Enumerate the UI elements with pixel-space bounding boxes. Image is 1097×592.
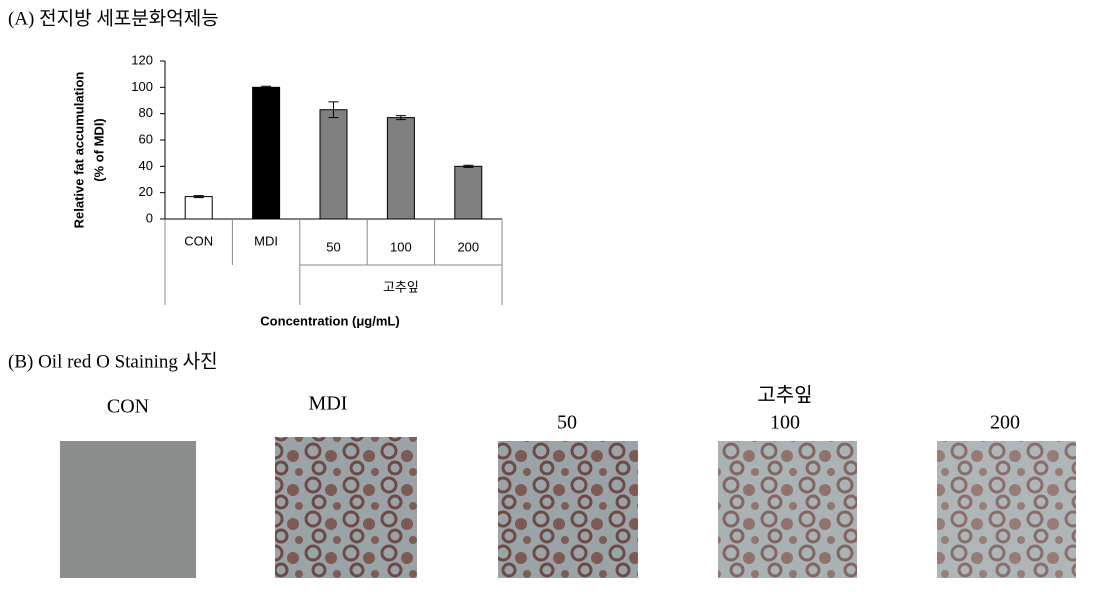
y-tick-label: 100 [131,79,153,94]
image-label: MDI [309,393,348,415]
heading-a: (A) 전지방 세포분화억제능 [8,7,219,29]
x-axis-label: Concentration (μg/mL) [260,313,399,328]
x-tick-label: 200 [457,239,479,254]
y-tick-label: 120 [131,52,153,67]
y-axis-label: (% of MDI) [91,118,106,182]
error-bar [328,101,339,119]
y-tick-label: 60 [139,131,153,146]
image-100 [718,441,857,578]
x-tick-label: 100 [390,239,412,254]
bar [252,86,281,220]
x-tick-label: CON [184,233,213,248]
bar [319,109,348,220]
y-axis-label: Relative fat accumulation [71,72,86,229]
image-mdi [275,437,417,578]
image-label: 200 [990,412,1020,434]
image-con [60,441,196,578]
image-200 [937,441,1076,578]
error-bar [463,164,474,168]
image-label: 50 [557,412,577,434]
bar [184,196,213,220]
image-label: CON [107,396,149,418]
y-tick-label: 20 [139,184,153,199]
x-tick-label: 50 [326,239,340,254]
y-tick-label: 0 [146,210,153,225]
image-group-label: 고추잎 [757,384,812,407]
error-bar [395,115,406,121]
bar [454,165,483,220]
group-label: 고추잎 [383,279,419,294]
error-bar [193,195,204,199]
y-tick-label: 80 [139,105,153,120]
image-label: 100 [770,412,800,434]
bar [386,117,415,220]
error-bar [261,85,272,89]
x-tick-label: MDI [254,233,278,248]
heading-b: (B) Oil red O Staining 사진 [8,350,218,372]
y-tick-label: 40 [139,158,153,173]
image-50 [498,441,638,578]
